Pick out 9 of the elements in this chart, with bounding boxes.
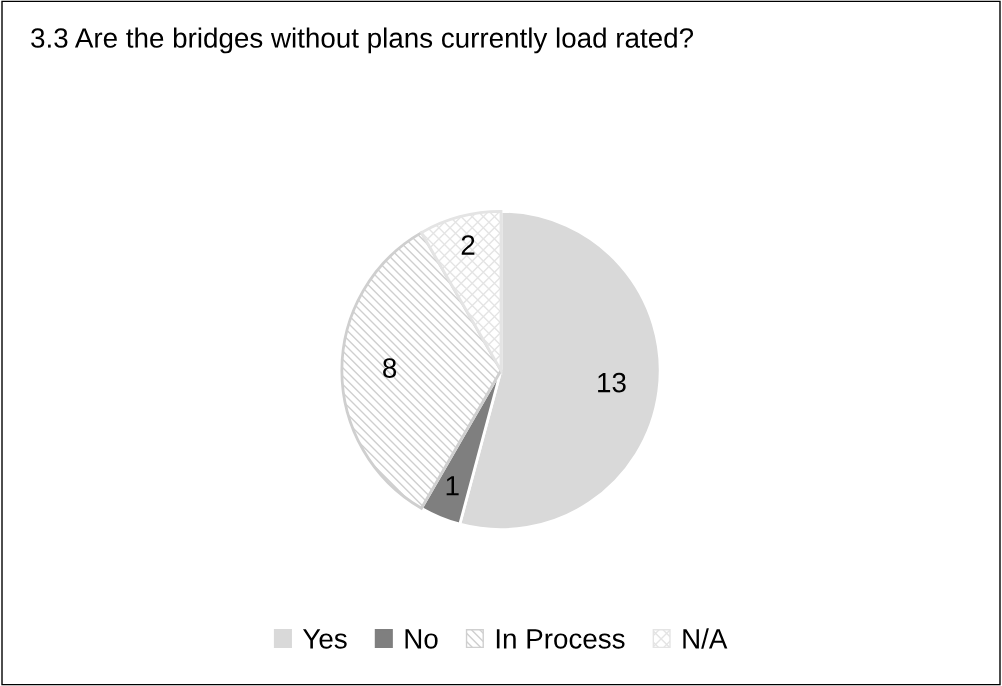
data-label: 1 <box>446 476 459 496</box>
legend-label: Yes <box>302 629 347 649</box>
legend-label: In Process <box>496 629 625 649</box>
data-label: 8 <box>383 358 397 378</box>
legend-label: No <box>405 629 438 649</box>
legend-label: N/A <box>683 628 728 649</box>
data-label: 2 <box>461 235 475 255</box>
data-label: 13 <box>598 372 626 393</box>
chart-title: 3.3 Are the bridges without plans currently load rated? <box>31 27 694 54</box>
